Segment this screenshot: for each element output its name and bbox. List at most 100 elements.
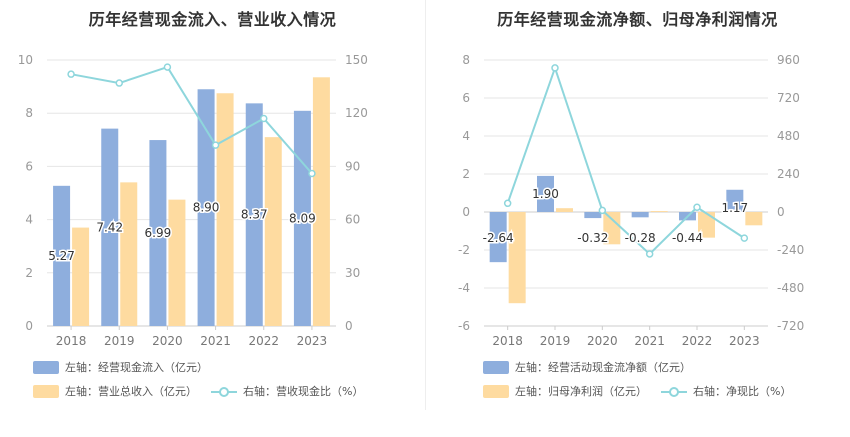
x-tick-label: 2018 [56, 334, 87, 348]
data-label: 5.27 [48, 249, 75, 263]
y-left-tick-label: 6 [462, 91, 470, 105]
legend-item-cash-inflow[interactable]: 左轴：经营现金流入（亿元） [33, 359, 208, 375]
legend-swatch-line [211, 385, 237, 398]
legend-label: 右轴：营收现金比（%） [243, 385, 364, 398]
legend-label: 左轴：归母净利润（亿元） [515, 385, 647, 398]
bar-series2 [698, 212, 715, 238]
legend-label: 右轴：净现比（%） [693, 385, 792, 398]
legend-row-1: 左轴：经营活动现金流净额（亿元） [483, 359, 705, 375]
y-left-tick-label: 0 [25, 319, 33, 333]
legend-label: 左轴：营业总收入（亿元） [65, 385, 197, 398]
data-label: 1.90 [532, 187, 559, 201]
line-point [740, 234, 749, 242]
data-label: 6.99 [145, 226, 172, 240]
x-tick-label: 2021 [634, 334, 665, 348]
y-right-tick-label: 960 [777, 53, 800, 67]
y-right-tick-label: 60 [345, 213, 360, 227]
chart-panel-netcash-profit: 历年经营现金流净额、归母净利润情况 -6 -4 -2 0 2 4 6 8 -720 -480 -24… [425, 0, 850, 437]
bar-series1 [584, 212, 602, 219]
legend-item-cash-ratio[interactable]: 右轴：营收现金比（%） [211, 383, 363, 399]
chart-panel-cashflow-revenue: 历年经营现金流入、营业收入情况 0 2 4 6 8 10 0 30 60 90 120 150 2018… [18, 10, 368, 399]
data-label: 8.37 [241, 208, 268, 222]
bar-series2 [508, 212, 526, 304]
data-label: 7.42 [96, 220, 123, 234]
y-left-tick-label: -6 [458, 319, 470, 333]
x-tick-label: 2023 [297, 334, 328, 348]
bar-series1 [245, 103, 263, 326]
bar-series2 [264, 137, 282, 326]
y-left-tick-label: 4 [25, 213, 33, 227]
y-right-tick-label: 0 [345, 319, 353, 333]
line-point [551, 64, 559, 72]
y-left-tick-label: -4 [458, 281, 470, 295]
y-left-tick-label: 8 [462, 53, 470, 67]
line-series [506, 64, 745, 256]
data-label: -2.64 [483, 231, 514, 245]
data-label: 1.17 [721, 201, 748, 215]
legend-swatch-line [661, 385, 687, 398]
y-right-tick-label: 120 [345, 106, 368, 120]
bar-series2 [120, 182, 138, 326]
y-left-tick-label: 10 [18, 53, 33, 67]
legend-item-net-cash-ratio[interactable]: 右轴：净现比（%） [661, 383, 791, 399]
data-label: 8.09 [289, 211, 316, 225]
bar-series1 [293, 110, 311, 326]
y-right-tick-label: 150 [345, 53, 368, 67]
bar-series1 [537, 175, 554, 212]
legend-swatch-bar2 [483, 384, 509, 398]
y-left-tick-label: 8 [25, 106, 33, 120]
bar-series1 [149, 140, 167, 326]
x-tick-label: 2023 [729, 334, 760, 348]
y-right-tick-label: 480 [777, 129, 800, 143]
legend-item-net-cashflow[interactable]: 左轴：经营活动现金流净额（亿元） [483, 359, 691, 375]
chart-title: 历年经营现金流净额、归母净利润情况 [497, 10, 778, 29]
x-tick-label: 2020 [152, 334, 183, 348]
legend-swatch-bar2 [33, 384, 59, 398]
line-point [693, 203, 701, 211]
bar-series2 [745, 212, 763, 226]
data-label: -0.28 [625, 231, 656, 245]
y-right-tick-label: -480 [777, 281, 804, 295]
x-tick-label: 2019 [540, 334, 571, 348]
bar-series2 [650, 211, 668, 212]
y-right-tick-label: 240 [777, 167, 800, 181]
x-tick-label: 2022 [682, 334, 713, 348]
chart-plot-cashflow-revenue: 0 2 4 6 8 10 0 30 60 90 120 150 2018 2019 2020 2021 2022… [18, 53, 368, 348]
bar-series2 [312, 77, 330, 326]
x-tick-label: 2022 [248, 334, 279, 348]
legend-row-2: 左轴：归母净利润（亿元） 右轴：净现比（%） [483, 383, 805, 399]
line-point [67, 70, 75, 78]
line-point [163, 63, 172, 71]
legend-swatch-bar1 [483, 360, 509, 374]
line-point [260, 114, 268, 123]
y-right-tick-label: 90 [345, 159, 360, 173]
legend-item-net-profit[interactable]: 左轴：归母净利润（亿元） [483, 383, 647, 399]
line-point [645, 250, 654, 258]
line-point [598, 206, 607, 215]
y-left-tick-label: 6 [25, 159, 33, 173]
chart-plot-netcash-profit: -6 -4 -2 0 2 4 6 8 -720 -480 -240 0 240 480 720 960 2018… [458, 53, 804, 348]
bar-series2 [168, 199, 186, 326]
line-point [503, 199, 512, 208]
bar-series2 [556, 208, 573, 212]
line-point [211, 141, 220, 149]
chart-title: 历年经营现金流入、营业收入情况 [88, 10, 337, 29]
legend-label: 左轴：经营活动现金流净额（亿元） [515, 361, 691, 374]
y-right-tick-label: 30 [345, 266, 360, 280]
data-label: 8.90 [193, 201, 220, 215]
legend-label: 左轴：经营现金流入（亿元） [65, 361, 208, 374]
y-right-tick-label: 720 [777, 91, 800, 105]
x-tick-label: 2018 [492, 334, 523, 348]
legend-row-1: 左轴：经营现金流入（亿元） [33, 359, 222, 375]
legend-item-revenue[interactable]: 左轴：营业总收入（亿元） [33, 383, 197, 399]
line-point [308, 169, 316, 178]
bar-series2 [72, 227, 90, 326]
y-left-tick-label: 4 [462, 129, 470, 143]
y-left-tick-label: 2 [25, 266, 33, 280]
data-label: -0.44 [672, 231, 703, 245]
line-series [70, 65, 313, 175]
y-left-tick-label: 2 [462, 167, 470, 181]
x-tick-label: 2019 [104, 334, 135, 348]
panel-divider [425, 0, 426, 410]
bar-series1 [489, 212, 507, 263]
